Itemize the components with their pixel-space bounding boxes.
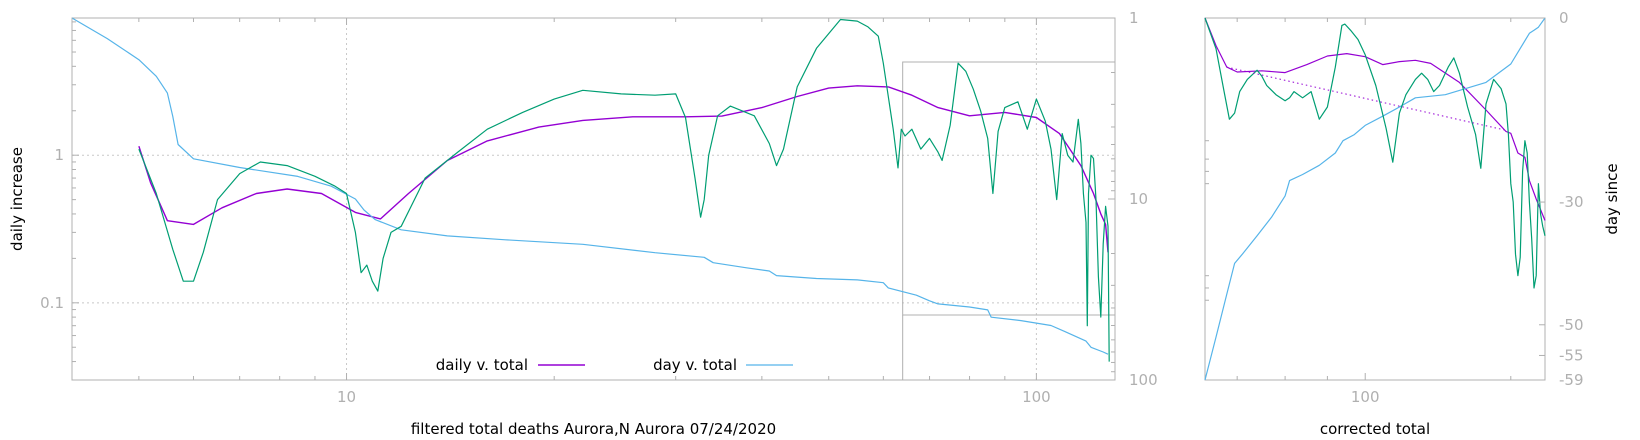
series-line-day xyxy=(71,17,1109,355)
zoom-box xyxy=(902,61,1116,316)
main-series-group xyxy=(71,17,1110,362)
main-y-tick-label: 0.1 xyxy=(40,294,64,312)
zoom-region-box xyxy=(902,61,1116,380)
side-ticks: 100 0 -30 -50 -55 -59 xyxy=(1205,9,1584,406)
side-series-line-daily_fit xyxy=(1226,66,1507,131)
main-y-tick-label: 1 xyxy=(54,146,64,164)
main-x-tick-label: 100 xyxy=(1022,388,1051,406)
side-series-group xyxy=(1204,17,1546,381)
legend: daily v. total day v. total xyxy=(436,356,793,374)
main-x-tick-label: 10 xyxy=(337,388,356,406)
series-line-daily xyxy=(138,85,1109,253)
side-series-line-raw xyxy=(1204,17,1546,289)
side-y2-tick-label: -55 xyxy=(1559,346,1584,364)
main-y-axis-label: daily increase xyxy=(8,147,26,251)
main-x-axis-label: filtered total deaths Aurora,N Aurora 07… xyxy=(411,420,776,438)
side-x-tick-label: 100 xyxy=(1351,388,1380,406)
legend-label-daily: daily v. total xyxy=(436,356,528,374)
side-series-line-daily xyxy=(1204,17,1546,221)
side-y-axis-label: day since xyxy=(1603,163,1621,234)
side-chart: 100 0 -30 -50 -55 -59 corrected total day sin… xyxy=(1204,9,1621,438)
side-plot-frame xyxy=(1204,17,1546,381)
main-y2-tick-label: 1 xyxy=(1129,9,1139,27)
side-x-axis-label: corrected total xyxy=(1320,420,1430,438)
main-ticks: 10 100 1 0.1 1 10 100 xyxy=(40,9,1158,406)
side-y2-tick-label: -59 xyxy=(1559,371,1584,389)
legend-label-day: day v. total xyxy=(653,356,737,374)
main-grid xyxy=(72,18,1115,380)
main-chart: 10 100 1 0.1 1 10 100 filtered total deaths Au… xyxy=(8,9,1158,438)
main-y2-tick-label: 100 xyxy=(1129,371,1158,389)
side-y2-tick-label: -50 xyxy=(1559,316,1584,334)
side-series-line-day xyxy=(1204,17,1546,381)
side-y2-tick-label: 0 xyxy=(1559,9,1569,27)
main-y2-tick-label: 10 xyxy=(1129,190,1148,208)
side-y2-tick-label: -30 xyxy=(1559,193,1584,211)
main-plot-frame xyxy=(71,17,1116,381)
series-line-raw xyxy=(138,18,1110,362)
